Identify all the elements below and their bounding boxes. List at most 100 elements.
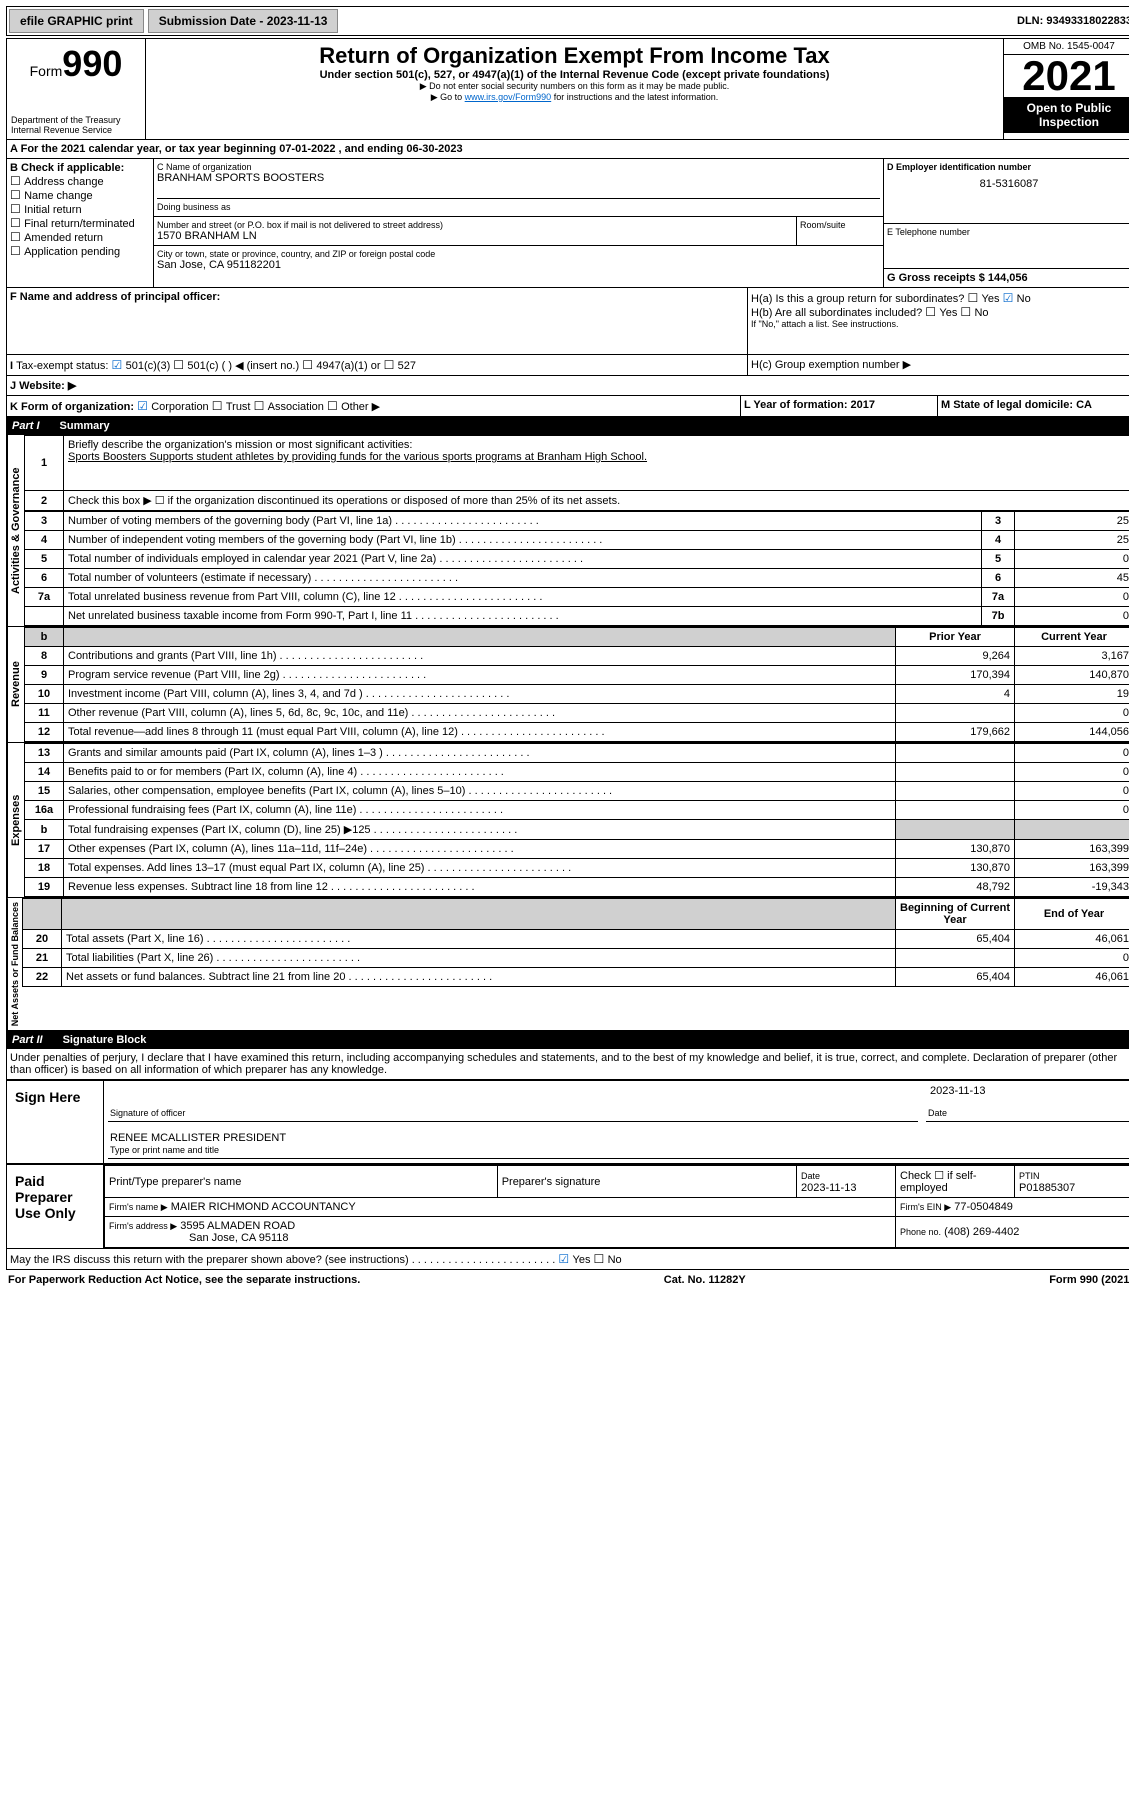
- chk-app-pending[interactable]: Application pending: [10, 244, 150, 258]
- officer-name: RENEE MCALLISTER PRESIDENT: [110, 1132, 286, 1144]
- dln: DLN: 93493318022833: [1017, 15, 1129, 27]
- sig-date-lbl: Date: [928, 1108, 947, 1118]
- pt-chk[interactable]: Check ☐ if self-employed: [896, 1166, 1015, 1198]
- phone: (408) 269-4402: [944, 1226, 1019, 1238]
- sub3-post: for instructions and the latest informat…: [551, 92, 718, 102]
- dept-treasury: Department of the Treasury: [11, 115, 141, 125]
- D-lbl: D Employer identification number: [887, 162, 1129, 172]
- form-header: Form990 Department of the Treasury Inter…: [6, 38, 1129, 140]
- K-lbl: K Form of organization:: [10, 401, 134, 413]
- E-lbl: E Telephone number: [884, 224, 1129, 269]
- declaration: Under penalties of perjury, I declare th…: [6, 1049, 1129, 1080]
- G-gross: G Gross receipts $ 144,056: [884, 269, 1129, 287]
- sig-officer-lbl: Signature of officer: [110, 1108, 185, 1118]
- chk-name-change[interactable]: Name change: [10, 188, 150, 202]
- footer: For Paperwork Reduction Act Notice, see …: [6, 1270, 1129, 1290]
- Ha: H(a) Is this a group return for subordin…: [751, 291, 1129, 305]
- dba-lbl: Doing business as: [157, 202, 231, 212]
- line-A: A For the 2021 calendar year, or tax yea…: [7, 140, 1129, 158]
- col-end: End of Year: [1015, 899, 1129, 930]
- footer-cat: Cat. No. 11282Y: [664, 1274, 746, 1286]
- addr-lbl: Number and street (or P.O. box if mail i…: [157, 220, 793, 230]
- may-no[interactable]: No: [594, 1254, 622, 1266]
- irs: Internal Revenue Service: [11, 125, 141, 135]
- chk-final-return[interactable]: Final return/terminated: [10, 216, 150, 230]
- line2: Check this box ▶ ☐ if the organization d…: [64, 491, 1129, 511]
- chk-trust[interactable]: Trust: [212, 401, 251, 413]
- Ha-no[interactable]: No: [1003, 293, 1031, 305]
- J-website: J Website: ▶: [7, 376, 1129, 395]
- C-name-lbl: C Name of organization: [157, 162, 880, 172]
- form-word: Form: [30, 63, 63, 79]
- section-B: B Check if applicable: Address change Na…: [7, 159, 154, 287]
- vl-rev: Revenue: [7, 627, 24, 742]
- room-lbl: Room/suite: [796, 217, 883, 245]
- firm-addr: 3595 ALMADEN ROAD: [180, 1220, 295, 1232]
- chk-assoc[interactable]: Association: [254, 401, 324, 413]
- line1-lbl: Briefly describe the organization's miss…: [68, 439, 412, 451]
- sub2: ▶ Do not enter social security numbers o…: [150, 81, 999, 92]
- vl-exp: Expenses: [7, 743, 24, 897]
- efile-print-button[interactable]: efile GRAPHIC print: [9, 9, 144, 33]
- firm-name: MAIER RICHMOND ACCOUNTANCY: [171, 1201, 356, 1213]
- chk-other[interactable]: Other ▶: [327, 401, 380, 413]
- Ha-yes[interactable]: Yes: [967, 293, 999, 305]
- pt-sig: Preparer's signature: [497, 1166, 796, 1198]
- city-lbl: City or town, state or province, country…: [157, 249, 880, 259]
- open-inspection: Open to Public Inspection: [1004, 97, 1129, 133]
- firm-name-l: Firm's name ▶: [109, 1202, 168, 1212]
- chk-501c3[interactable]: 501(c)(3): [112, 360, 171, 372]
- sig-date: 2023-11-13: [926, 1081, 1129, 1101]
- sub3-pre: ▶ Go to: [431, 92, 465, 102]
- topbar: efile GRAPHIC print Submission Date - 20…: [6, 6, 1129, 36]
- chk-501c[interactable]: 501(c) ( ) ◀ (insert no.): [173, 360, 299, 372]
- Hb-yes[interactable]: Yes: [925, 307, 957, 319]
- org-name: BRANHAM SPORTS BOOSTERS: [157, 172, 880, 184]
- vl-activities: Activities & Governance: [7, 435, 24, 626]
- sign-here-block: Sign Here 2023-11-13 Signature of office…: [6, 1080, 1129, 1164]
- form-title: Return of Organization Exempt From Incom…: [150, 43, 999, 69]
- tax-year: 2021: [1004, 55, 1129, 97]
- B-label: B Check if applicable:: [10, 162, 150, 174]
- vl-na: Net Assets or Fund Balances: [7, 898, 22, 1030]
- paid-preparer-block: Paid Preparer Use Only Print/Type prepar…: [6, 1164, 1129, 1249]
- pt-date-lbl: Date: [801, 1171, 820, 1181]
- ptin-lbl: PTIN: [1019, 1171, 1040, 1181]
- phone-l: Phone no.: [900, 1227, 941, 1237]
- may-discuss: May the IRS discuss this return with the…: [10, 1254, 409, 1266]
- footer-form: Form 990 (2021): [1049, 1274, 1129, 1286]
- submission-date: Submission Date - 2023-11-13: [148, 9, 339, 33]
- Hc: H(c) Group exemption number ▶: [748, 355, 1129, 375]
- org-city: San Jose, CA 951182201: [157, 259, 880, 271]
- Hb-no[interactable]: No: [960, 307, 988, 319]
- ptin: P01885307: [1019, 1182, 1075, 1194]
- col-curr: Current Year: [1015, 628, 1129, 647]
- firm-ein-l: Firm's EIN ▶: [900, 1202, 951, 1212]
- L-year: L Year of formation: 2017: [741, 396, 938, 416]
- firm-addr-l: Firm's address ▶: [109, 1221, 177, 1231]
- M-state: M State of legal domicile: CA: [938, 396, 1129, 416]
- I-lbl: Tax-exempt status:: [16, 360, 108, 372]
- chk-corp[interactable]: Corporation: [137, 401, 209, 413]
- firm-city: San Jose, CA 95118: [189, 1232, 288, 1244]
- paid-label: Paid Preparer Use Only: [7, 1165, 104, 1248]
- ein: 81-5316087: [887, 178, 1129, 190]
- chk-initial-return[interactable]: Initial return: [10, 202, 150, 216]
- chk-address-change[interactable]: Address change: [10, 174, 150, 188]
- chk-4947[interactable]: 4947(a)(1) or: [302, 360, 380, 372]
- may-yes[interactable]: Yes: [558, 1254, 590, 1266]
- col-prior: Prior Year: [896, 628, 1015, 647]
- chk-amended[interactable]: Amended return: [10, 230, 150, 244]
- chk-527[interactable]: 527: [384, 360, 416, 372]
- form990-link[interactable]: www.irs.gov/Form990: [465, 92, 552, 102]
- sign-here-label: Sign Here: [7, 1081, 104, 1163]
- sub1: Under section 501(c), 527, or 4947(a)(1)…: [150, 69, 999, 81]
- Hb-note: If "No," attach a list. See instructions…: [751, 319, 1129, 329]
- part1-header: Part ISummary: [6, 417, 1129, 435]
- pt-date-v: 2023-11-13: [801, 1182, 856, 1194]
- col-beg: Beginning of Current Year: [896, 899, 1015, 930]
- F-officer: F Name and address of principal officer:: [7, 288, 748, 354]
- part2-header: Part IISignature Block: [6, 1031, 1129, 1049]
- line1-text: Sports Boosters Supports student athlete…: [68, 451, 647, 463]
- firm-ein: 77-0504849: [954, 1201, 1013, 1213]
